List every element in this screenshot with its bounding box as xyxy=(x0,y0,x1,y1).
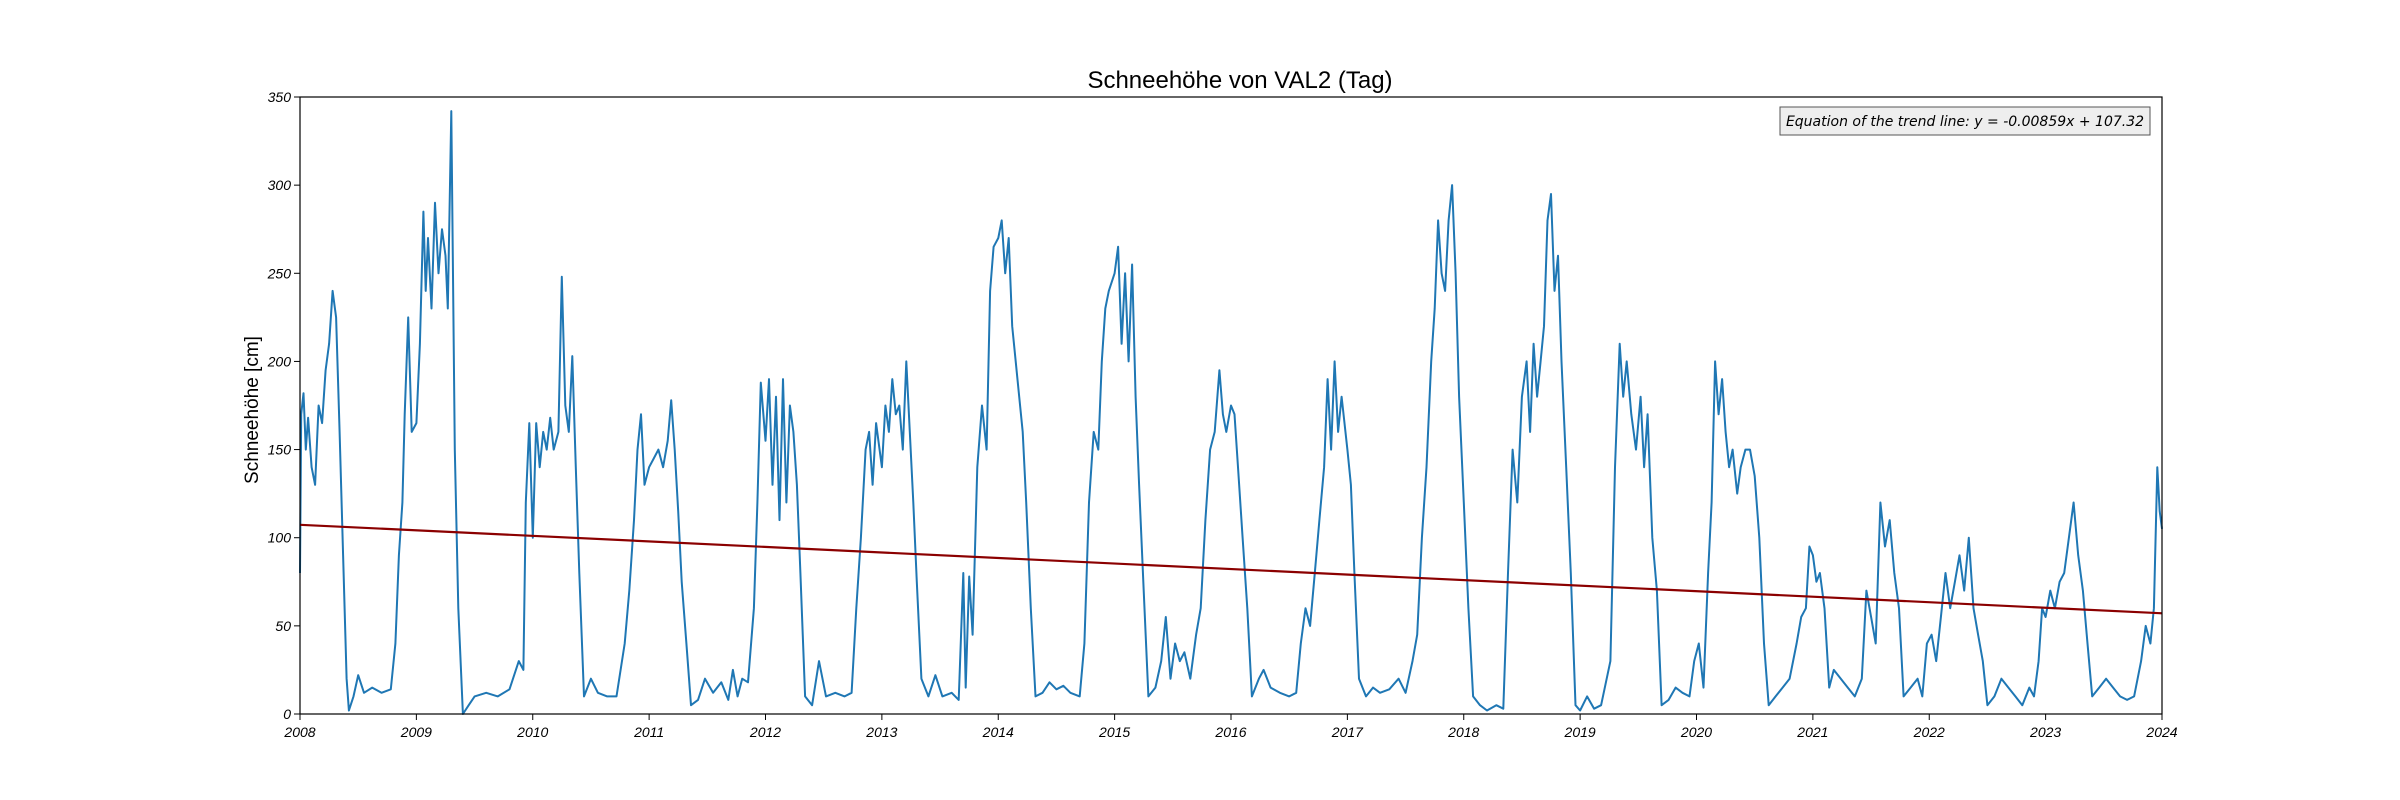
snow-depth-series-line xyxy=(299,110,2163,715)
y-tick-label: 200 xyxy=(267,353,292,369)
x-tick-label: 2024 xyxy=(2145,724,2177,740)
x-axis: 2008 2009 2010 2011 2012 2013 2014 2015 2016 2017… xyxy=(283,714,2178,740)
y-tick-label: 100 xyxy=(268,530,292,546)
plot-area xyxy=(299,110,2163,715)
x-tick-label: 2019 xyxy=(1564,724,1596,740)
x-tick-label: 2010 xyxy=(516,724,548,740)
y-tick-label: 350 xyxy=(268,89,292,105)
y-tick-label: 150 xyxy=(268,442,292,458)
annotation-background xyxy=(1779,106,2151,136)
x-tick-label: 2015 xyxy=(1098,724,1130,740)
y-tick-label: 50 xyxy=(275,618,291,634)
x-tick-label: 2016 xyxy=(1214,724,1246,740)
y-tick-label: 300 xyxy=(268,177,292,193)
x-tick-label: 2022 xyxy=(1913,724,1945,740)
x-tick-label: 2020 xyxy=(1680,724,1712,740)
plot-frame xyxy=(299,96,2163,715)
x-tick-label: 2012 xyxy=(749,724,781,740)
x-tick-label: 2008 xyxy=(283,724,315,740)
chart-title: Schneehöhe von VAL2 (Tag) xyxy=(1087,67,1392,94)
x-tick-label: 2014 xyxy=(982,724,1014,740)
x-tick-label: 2017 xyxy=(1331,724,1364,740)
x-tick-label: 2013 xyxy=(865,724,897,740)
x-tick-label: 2021 xyxy=(1796,724,1828,740)
x-tick-label: 2009 xyxy=(400,724,432,740)
y-tick-label: 0 xyxy=(283,706,291,722)
x-tick-label: 2018 xyxy=(1447,724,1479,740)
y-axis: 0 50 100 150 200 250 300 350 xyxy=(267,89,300,722)
y-tick-label: 250 xyxy=(267,265,292,281)
y-axis-label: Schneehöhe [cm] xyxy=(242,336,263,484)
trend-line xyxy=(299,523,2163,615)
trend-equation-annotation: Equation of the trend line: y = -0.00859… xyxy=(1779,106,2151,136)
x-tick-label: 2011 xyxy=(633,724,664,740)
x-tick-label: 2023 xyxy=(2029,724,2061,740)
annotation-text: Equation of the trend line: y = -0.00859… xyxy=(1786,114,2144,130)
